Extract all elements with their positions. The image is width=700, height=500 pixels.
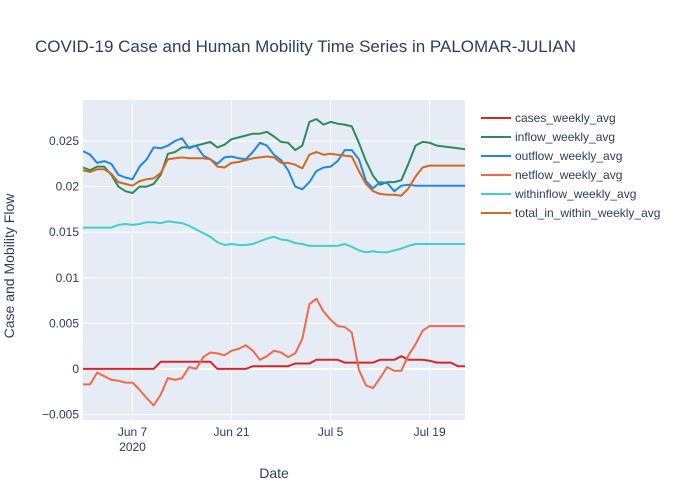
x-axis-title: Date: [259, 465, 289, 481]
legend-label: netflow_weekly_avg: [515, 168, 622, 182]
x-tick-year-label: 2020: [119, 440, 146, 454]
legend-label: total_in_within_weekly_avg: [515, 206, 660, 220]
series-lines: [82, 118, 466, 407]
x-tick-label: Jun 21: [214, 425, 250, 439]
legend-label: outflow_weekly_avg: [515, 149, 622, 163]
series-line-inflow-weekly-avg: [82, 118, 466, 194]
series-line-cases-weekly-avg: [83, 355, 465, 370]
legend-label: withinflow_weekly_avg: [514, 187, 636, 201]
series-line-netflow-weekly-avg: [83, 297, 465, 407]
y-tick-label: 0: [72, 362, 79, 376]
y-tick-label: −0.005: [42, 408, 79, 422]
chart-title: COVID-19 Case and Human Mobility Time Se…: [35, 37, 576, 56]
y-tick-label: 0.02: [56, 180, 80, 194]
series-line-total-in-within-weekly-avg: [82, 151, 465, 197]
plot-area: [83, 100, 465, 420]
grid-lines: [83, 100, 465, 420]
y-axis-title: Case and Mobility Flow: [1, 193, 17, 339]
y-tick-label: 0.005: [49, 316, 79, 330]
legend-label: inflow_weekly_avg: [515, 130, 615, 144]
series-line-outflow-weekly-avg: [82, 137, 465, 193]
y-tick-label: 0.015: [49, 225, 79, 239]
y-tick-label: 0.01: [56, 271, 80, 285]
x-tick-label: Jul 5: [318, 425, 344, 439]
series-line-withinflow-weekly-avg: [83, 220, 465, 254]
x-tick-label: Jun 7: [118, 425, 148, 439]
y-axis-ticks: −0.005 0 0.005 0.01 0.015 0.02 0.025: [42, 134, 79, 422]
legend-label: cases_weekly_avg: [515, 111, 616, 125]
legend: cases_weekly_avg inflow_weekly_avgoutflow…: [481, 111, 660, 220]
x-tick-label: Jul 19: [414, 425, 446, 439]
y-tick-label: 0.025: [49, 134, 79, 148]
